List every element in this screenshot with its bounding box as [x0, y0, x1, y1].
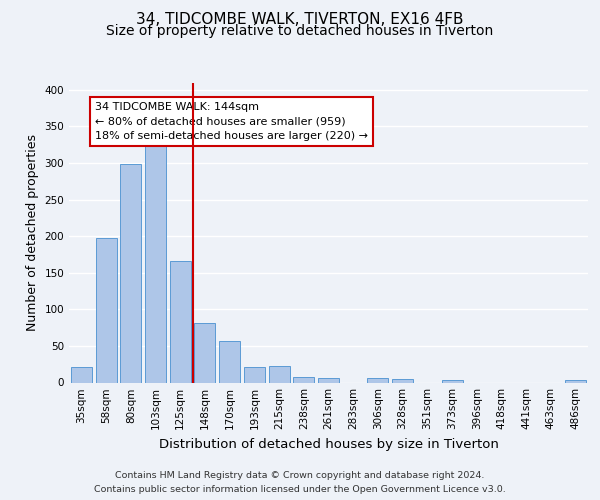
Bar: [145, 146, 166, 382]
Bar: [71, 367, 92, 382]
Text: Size of property relative to detached houses in Tiverton: Size of property relative to detached ho…: [106, 24, 494, 38]
Text: Contains public sector information licensed under the Open Government Licence v3: Contains public sector information licen…: [94, 484, 506, 494]
Bar: [293, 376, 314, 382]
Y-axis label: Number of detached properties: Number of detached properties: [26, 134, 39, 331]
Bar: [194, 322, 215, 382]
Text: 34 TIDCOMBE WALK: 144sqm
← 80% of detached houses are smaller (959)
18% of semi-: 34 TIDCOMBE WALK: 144sqm ← 80% of detach…: [95, 102, 368, 141]
Bar: [565, 380, 586, 382]
Bar: [269, 366, 290, 382]
Bar: [367, 378, 388, 382]
Bar: [170, 261, 191, 382]
Bar: [392, 379, 413, 382]
Text: 34, TIDCOMBE WALK, TIVERTON, EX16 4FB: 34, TIDCOMBE WALK, TIVERTON, EX16 4FB: [136, 12, 464, 28]
Bar: [219, 341, 240, 382]
Bar: [120, 164, 141, 382]
Bar: [95, 238, 116, 382]
Bar: [442, 380, 463, 382]
X-axis label: Distribution of detached houses by size in Tiverton: Distribution of detached houses by size …: [158, 438, 499, 451]
Text: Contains HM Land Registry data © Crown copyright and database right 2024.: Contains HM Land Registry data © Crown c…: [115, 472, 485, 480]
Bar: [318, 378, 339, 382]
Bar: [244, 367, 265, 382]
